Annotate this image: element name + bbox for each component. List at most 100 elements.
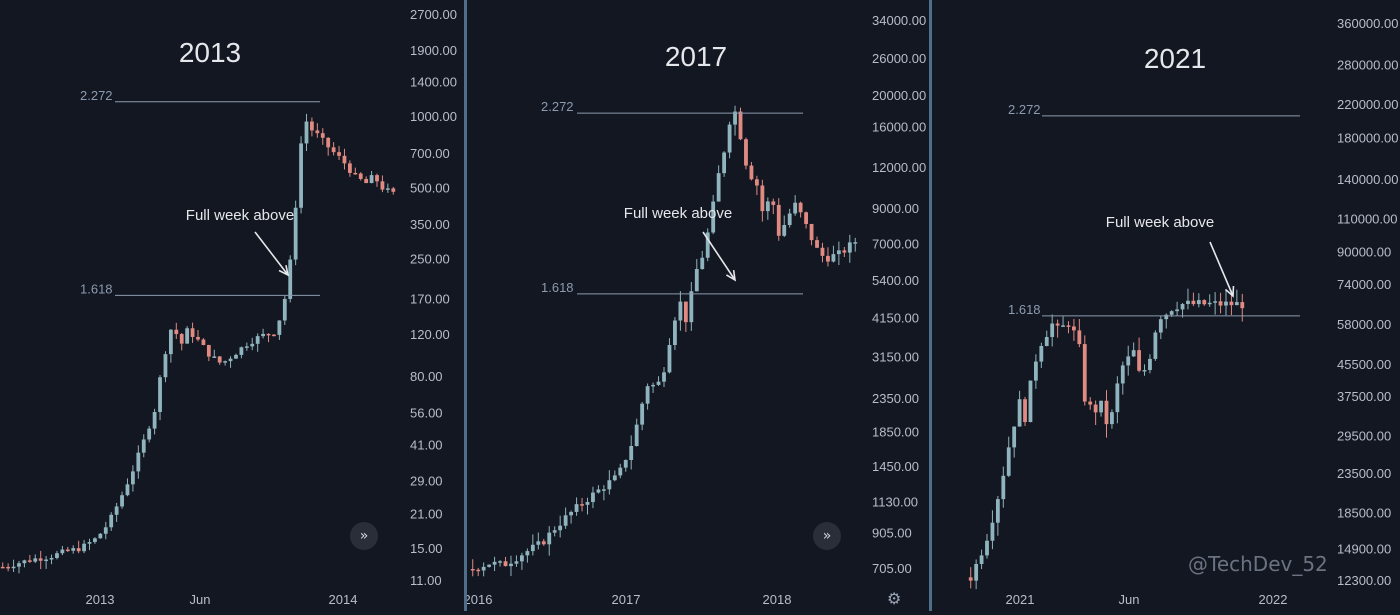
y-tick-label: 140000.00 bbox=[1337, 172, 1398, 187]
scroll-to-latest-button[interactable]: » bbox=[813, 522, 841, 550]
y-tick-label: 18500.00 bbox=[1337, 506, 1391, 521]
x-tick-label: 2016 bbox=[464, 592, 493, 607]
candle bbox=[147, 428, 152, 440]
candle bbox=[1120, 365, 1125, 384]
candle bbox=[293, 207, 298, 260]
candle bbox=[82, 543, 86, 552]
candle bbox=[326, 137, 331, 148]
candle bbox=[580, 504, 584, 506]
candle bbox=[618, 467, 623, 476]
candle bbox=[700, 257, 705, 270]
y-tick-label: 4150.00 bbox=[872, 310, 919, 325]
y-tick-label: 5400.00 bbox=[872, 273, 919, 288]
candle bbox=[1180, 304, 1185, 310]
arrow-head bbox=[278, 265, 290, 277]
y-tick-label: 21.00 bbox=[410, 506, 443, 521]
annotation-arrow bbox=[702, 231, 736, 281]
candle bbox=[1240, 302, 1245, 309]
candle bbox=[288, 259, 293, 299]
candle bbox=[754, 179, 759, 186]
candle bbox=[223, 361, 228, 363]
candle bbox=[266, 333, 271, 336]
candle bbox=[985, 540, 989, 556]
candle bbox=[487, 564, 492, 567]
candle bbox=[87, 542, 92, 544]
fib-level-label: 1.618 bbox=[541, 280, 574, 295]
candle bbox=[1207, 302, 1212, 305]
fib-level-label: 2.272 bbox=[80, 88, 113, 103]
candle bbox=[255, 336, 260, 344]
candle bbox=[17, 563, 21, 567]
candle bbox=[1072, 326, 1076, 331]
y-tick-label: 500.00 bbox=[410, 180, 450, 195]
y-tick-label: 26000.00 bbox=[872, 51, 926, 66]
y-tick-label: 12300.00 bbox=[1337, 573, 1391, 588]
y-tick-label: 9000.00 bbox=[872, 201, 919, 216]
candle bbox=[98, 533, 103, 539]
candle bbox=[651, 384, 655, 387]
candle bbox=[1131, 350, 1136, 357]
candle bbox=[1142, 370, 1147, 372]
fib-level-label: 1.618 bbox=[80, 281, 113, 296]
candle bbox=[749, 165, 754, 180]
candle bbox=[27, 560, 32, 562]
scroll-to-latest-button[interactable]: » bbox=[350, 522, 378, 550]
y-tick-label: 12000.00 bbox=[872, 160, 926, 175]
candle bbox=[65, 549, 70, 552]
x-tick-label: 2014 bbox=[329, 592, 358, 607]
y-tick-label: 1900.00 bbox=[410, 43, 457, 58]
candle bbox=[1066, 325, 1071, 327]
candle bbox=[1110, 412, 1114, 425]
y-tick-label: 2350.00 bbox=[872, 391, 919, 406]
fib-level-label: 2.272 bbox=[1008, 102, 1041, 117]
y-tick-label: 120.00 bbox=[410, 327, 450, 342]
candle bbox=[93, 538, 97, 543]
candle bbox=[569, 511, 574, 516]
candle bbox=[787, 213, 792, 226]
chevrons-right-icon: » bbox=[359, 528, 369, 544]
candle bbox=[299, 143, 303, 208]
candle bbox=[33, 558, 38, 562]
y-tick-label: 1400.00 bbox=[410, 75, 457, 90]
y-tick-label: 705.00 bbox=[872, 561, 912, 576]
y-tick-label: 1450.00 bbox=[872, 459, 919, 474]
candle bbox=[623, 459, 628, 468]
candle bbox=[1044, 337, 1049, 346]
fib-level-label: 2.272 bbox=[541, 99, 574, 114]
candle bbox=[152, 412, 157, 429]
candle bbox=[662, 372, 666, 382]
x-tick-label: 2018 bbox=[763, 592, 792, 607]
candle bbox=[1093, 404, 1098, 413]
candle bbox=[798, 202, 803, 213]
candle bbox=[1175, 309, 1180, 312]
y-tick-label: 250.00 bbox=[410, 252, 450, 267]
candle bbox=[158, 377, 162, 413]
candle bbox=[217, 356, 222, 363]
arrow-head bbox=[725, 269, 737, 282]
y-tick-label: 80.00 bbox=[410, 369, 443, 384]
gear-icon[interactable]: ⚙ bbox=[887, 589, 902, 608]
candle bbox=[596, 489, 601, 493]
candle bbox=[1224, 301, 1228, 306]
candle bbox=[1099, 400, 1103, 413]
candle bbox=[629, 446, 634, 460]
candle bbox=[509, 563, 513, 567]
candle bbox=[0, 566, 5, 569]
candle bbox=[38, 558, 43, 561]
candle bbox=[109, 514, 114, 528]
candle bbox=[44, 559, 49, 562]
candle bbox=[364, 178, 369, 184]
candle bbox=[711, 201, 716, 233]
candle bbox=[847, 242, 852, 253]
candle bbox=[831, 254, 836, 262]
y-tick-label: 45500.00 bbox=[1337, 357, 1391, 372]
candle bbox=[552, 530, 557, 533]
candle bbox=[261, 333, 265, 337]
candle bbox=[530, 544, 535, 552]
candle bbox=[1191, 300, 1196, 305]
candle bbox=[131, 471, 135, 485]
candle bbox=[1077, 330, 1082, 345]
arrow-head bbox=[1224, 285, 1235, 298]
candle bbox=[667, 345, 672, 373]
candle bbox=[196, 336, 200, 340]
